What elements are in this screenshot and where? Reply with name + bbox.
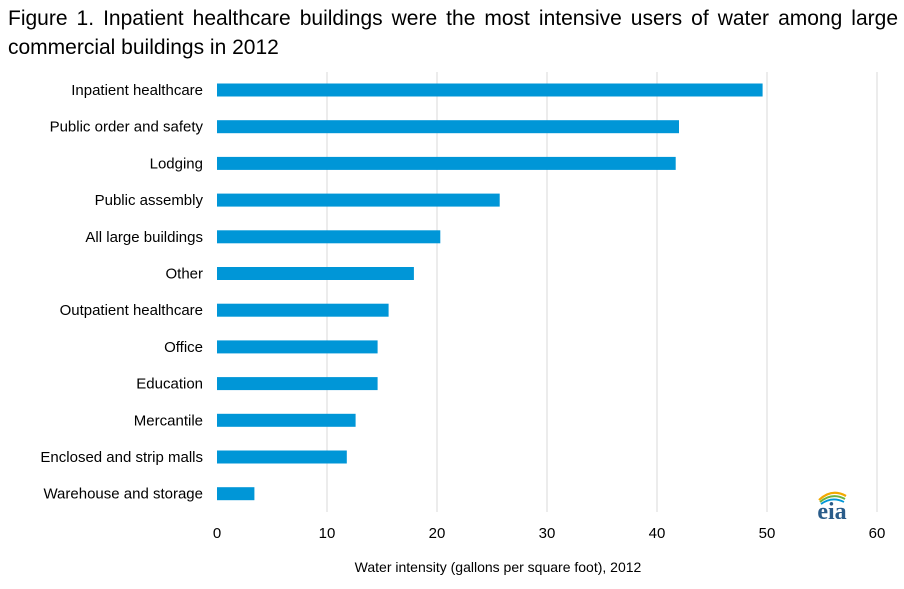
logo-text: eia — [817, 499, 846, 522]
category-label: Other — [165, 266, 203, 283]
bar — [217, 303, 389, 317]
bar — [217, 267, 414, 280]
x-tick-label: 0 — [213, 525, 221, 542]
bar — [217, 120, 679, 134]
gridlines — [326, 72, 878, 512]
chart-title: Figure 1. Inpatient healthcare buildings… — [8, 7, 898, 59]
category-label: Outpatient healthcare — [60, 302, 203, 319]
bar — [217, 377, 378, 391]
bar — [217, 230, 441, 244]
bar — [217, 413, 356, 427]
category-label: Mercantile — [134, 412, 203, 429]
x-tick-label: 30 — [539, 525, 556, 542]
bar — [217, 156, 676, 170]
category-label: Enclosed and strip malls — [40, 449, 203, 466]
bars — [217, 83, 763, 501]
x-tick-label: 40 — [649, 525, 666, 542]
category-label: Education — [136, 376, 203, 393]
category-label: Lodging — [150, 155, 203, 172]
x-tick-label: 10 — [319, 525, 336, 542]
category-label: Warehouse and storage — [43, 486, 203, 503]
bar — [217, 450, 347, 464]
x-axis-title: Water intensity (gallons per square foot… — [355, 559, 642, 575]
category-label: Public order and safety — [50, 119, 204, 136]
x-tick-label: 60 — [869, 525, 886, 542]
eia-logo: eia — [817, 491, 847, 522]
category-label: Office — [164, 339, 203, 356]
bar — [217, 83, 763, 97]
bar — [217, 487, 255, 501]
logo-arc-blue — [820, 498, 845, 505]
logo-arc-green — [819, 495, 846, 503]
category-label: Public assembly — [95, 192, 204, 209]
x-tick-label: 20 — [429, 525, 446, 542]
logo-arc-orange — [818, 491, 847, 501]
bar — [217, 340, 378, 354]
category-labels: Inpatient healthcare Public order and saf… — [40, 82, 203, 503]
category-label: All large buildings — [85, 229, 203, 246]
bar — [217, 193, 500, 207]
x-tick-label: 50 — [759, 525, 776, 542]
x-tick-labels: 0 10 20 30 40 50 60 — [213, 525, 886, 542]
category-label: Inpatient healthcare — [71, 82, 203, 99]
